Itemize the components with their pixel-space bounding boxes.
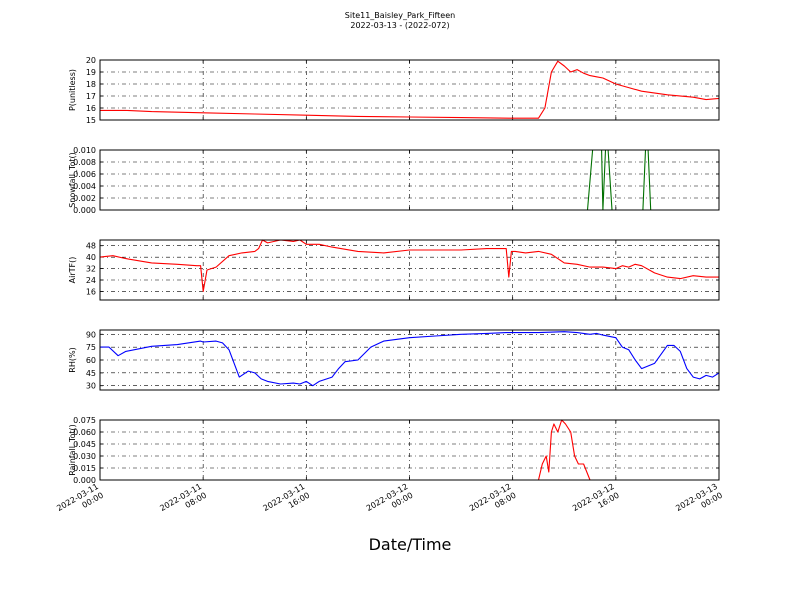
subplot-4: 30 45 60 75 90 RH(%) (68, 329, 720, 391)
x-tick-label: 2022-03-1216:00 (571, 482, 621, 522)
y-tick-label: 75 (86, 343, 96, 352)
series-line-1 (100, 60, 720, 119)
y-axis-label: P(unitless) (68, 69, 77, 111)
subplot-3: 16 24 32 40 48 AirTF() (68, 239, 720, 301)
y-tick-label: 19 (86, 68, 96, 77)
y-tick-label: 32 (86, 265, 96, 274)
y-tick-label: 40 (86, 253, 96, 262)
subplot-1: 15 16 17 18 19 20 P(unitless) (68, 56, 720, 125)
chart-title: Site11_Baisley_Park_Fifteen (344, 11, 456, 20)
y-tick-label: 0.045 (73, 440, 96, 449)
y-tick-label: 0.006 (73, 170, 96, 179)
y-tick-label: 0.002 (73, 194, 96, 203)
y-tick-label: 60 (86, 356, 96, 365)
y-tick-label: 16 (86, 104, 96, 113)
y-tick-label: 0.075 (73, 416, 96, 425)
y-tick-label: 18 (86, 80, 96, 89)
y-tick-label: 48 (86, 242, 96, 251)
x-tick-label: 2022-03-1108:00 (158, 482, 208, 522)
axes-frame (99, 239, 720, 301)
subplot-2: 0.000 0.002 0.004 0.006 0.008 0.010Snowfall_T… (68, 146, 720, 215)
y-tick-label: 30 (86, 382, 96, 391)
y-tick-label: 24 (86, 276, 96, 285)
y-tick-label: 0.030 (73, 452, 96, 461)
x-tick-label: 2022-03-1300:00 (674, 482, 724, 522)
y-tick-label: 15 (86, 116, 96, 125)
x-tick-label: 2022-03-1200:00 (365, 482, 415, 522)
y-tick-label: 0.008 (73, 158, 96, 167)
axes-frame (99, 149, 720, 211)
y-tick-label: 45 (86, 369, 96, 378)
y-tick-label: 16 (86, 287, 96, 296)
x-axis-label: Date/Time (369, 535, 452, 554)
y-tick-label: 0.004 (73, 182, 96, 191)
x-tick-label: 2022-03-1100:00 (55, 482, 105, 522)
y-tick-label: 0.015 (73, 464, 96, 473)
x-tick-label: 2022-03-1208:00 (468, 482, 518, 522)
y-axis-label: RH(%) (68, 347, 77, 372)
series-line-1 (100, 331, 720, 387)
y-tick-label: 20 (86, 56, 96, 65)
axes-frame (99, 329, 720, 391)
axes-frame (99, 59, 720, 121)
y-axis-label: AirTF() (68, 257, 77, 284)
y-tick-label: 0.000 (73, 476, 96, 485)
y-tick-label: 0.000 (73, 206, 96, 215)
axes-frame (99, 419, 720, 481)
x-tick-label: 2022-03-1116:00 (262, 482, 312, 522)
y-tick-label: 0.060 (73, 428, 96, 437)
y-axis-label: Snowfall_Tot() (68, 152, 77, 208)
y-tick-label: 17 (86, 92, 96, 101)
series-line-1 (99, 239, 719, 292)
y-axis-label: Rainfall_Tot() (68, 424, 77, 476)
chart-subtitle: 2022-03-13 - (2022-072) (350, 21, 450, 30)
y-tick-label: 0.010 (73, 146, 96, 155)
subplot-5: 0.000 0.015 0.030 0.045 0.060 0.075Rainfall_T… (68, 416, 720, 485)
y-tick-label: 90 (86, 330, 96, 339)
